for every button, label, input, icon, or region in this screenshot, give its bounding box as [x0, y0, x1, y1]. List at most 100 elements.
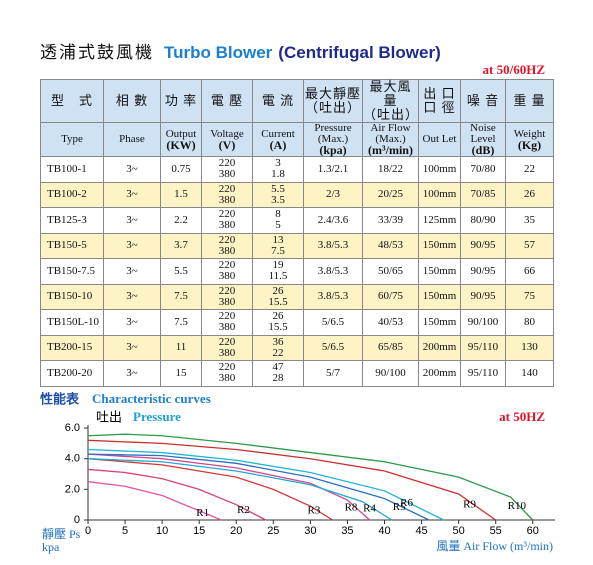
cell: 48/53: [362, 232, 419, 259]
cell: TB150L-10: [40, 309, 104, 336]
cell: 90/100: [460, 309, 506, 336]
cell: 57: [505, 232, 554, 259]
cell-line: 15.5: [268, 295, 288, 308]
chart-title-cn: 性能表: [40, 391, 80, 406]
y-tick-label: 2.0: [65, 483, 80, 495]
cell: 150mm: [418, 309, 461, 336]
cell-line: Air Flow (Max.): [370, 122, 411, 145]
cell: 220 380: [201, 360, 253, 387]
x-tick-label: 35: [341, 525, 353, 537]
cell: 50/65: [362, 258, 419, 285]
cell-line: 11.5: [268, 270, 288, 283]
cell: 5/6.5: [303, 309, 363, 336]
cell-line: (dB): [471, 143, 495, 157]
cell: 3~: [103, 232, 161, 259]
cell: 90/100: [362, 360, 419, 387]
cell: Output (KW): [160, 122, 202, 157]
frequency: at 50/60HZ: [482, 62, 545, 77]
cell-line: (m³/min): [368, 143, 413, 157]
cell: 47 28: [252, 360, 304, 387]
cell-line: 口 徑: [423, 100, 456, 115]
cell: 90/95: [460, 232, 506, 259]
cell: 最大靜壓 （吐出）: [303, 79, 363, 123]
curve: [87, 468, 267, 521]
cell-line: 5.5: [271, 182, 285, 195]
cell-line: 380: [218, 270, 236, 283]
cell: 150mm: [418, 258, 461, 285]
cell-line: (kpa): [319, 143, 347, 157]
cell: 重 量: [505, 79, 554, 123]
cell: TB200-20: [40, 360, 104, 387]
cell: 60/75: [362, 283, 419, 310]
cell: 3~: [103, 360, 161, 387]
cell: 3 1.8: [252, 156, 304, 183]
cell: 22: [505, 156, 554, 183]
cell: 2.4/3.6: [303, 207, 363, 234]
cell: Type: [40, 122, 104, 157]
cell: TB150-7.5: [40, 258, 104, 285]
cell: 150mm: [418, 283, 461, 310]
cell-line: 15.5: [268, 321, 288, 334]
cell: 90/95: [460, 283, 506, 310]
cell: 140: [505, 360, 554, 387]
cell: 70/80: [460, 156, 506, 183]
cell: 3~: [103, 207, 161, 234]
cell-line: Pressure (Max.): [314, 122, 352, 145]
x-tick-label: 55: [490, 525, 502, 537]
cell: 220 380: [201, 334, 253, 361]
cell: 75: [505, 283, 554, 310]
cell: 220 380: [201, 309, 253, 336]
data-row: TB150-10 3~ 7.5 220 380 26 15.5 3.8/5.3 60/75 150…: [40, 283, 554, 310]
x-tick-label: 20: [230, 525, 242, 537]
cell: 2.2: [160, 207, 202, 234]
x-tick-label: 5: [122, 525, 128, 537]
cell-line: 220: [218, 233, 236, 246]
cell: 5/6.5: [303, 334, 363, 361]
spec-table: 型 式相 數功 率電 壓電 流最大靜壓 （吐出） 最大風量 （吐出）出 口口 徑噪 音…: [40, 79, 554, 387]
cell: 3~: [103, 156, 161, 183]
cell: 19 11.5: [252, 258, 304, 285]
x-tick-label: 10: [156, 525, 168, 537]
cell-line: 22: [272, 346, 284, 359]
cell-line: 3.5: [271, 193, 285, 206]
curve: [87, 458, 393, 521]
cell: 電 流: [252, 79, 304, 123]
cell: 33/39: [362, 207, 419, 234]
cell: 1.3/2.1: [303, 156, 363, 183]
cell-line: Output: [165, 127, 197, 140]
cell-line: (Kg): [517, 137, 542, 152]
curve-label: R6: [400, 497, 413, 509]
cell: 220 380: [201, 207, 253, 234]
cell: 70/85: [460, 181, 506, 208]
cell: 26: [505, 181, 554, 208]
cell: 3~: [103, 309, 161, 336]
cell: 220 380: [201, 283, 253, 310]
curve: [87, 433, 534, 521]
cell: 66: [505, 258, 554, 285]
curve-label: R5: [393, 501, 406, 513]
curve-label: R8: [345, 502, 358, 514]
cell: 3~: [103, 334, 161, 361]
x-tick-label: 15: [193, 525, 205, 537]
y-label: Pressure: [133, 409, 181, 424]
cell: 35: [505, 207, 554, 234]
cell: 0.75: [160, 156, 202, 183]
cell: 5/7: [303, 360, 363, 387]
cell: 200mm: [418, 360, 461, 387]
cell: Current (A): [252, 122, 304, 157]
cell-line: 380: [218, 346, 236, 359]
cell-line: 220: [218, 361, 236, 374]
title-cn: 透浦式鼓風機: [40, 43, 154, 63]
data-row: TB200-15 3~ 11 220 380 36 22 5/6.5 65/85 200mm 95/…: [40, 334, 554, 361]
x-tick-label: 40: [378, 525, 390, 537]
cell-line: 最大靜壓: [304, 86, 361, 101]
x-tick-label: 25: [267, 525, 279, 537]
cell-line: 7.5: [271, 244, 285, 257]
cell: TB100-1: [40, 156, 104, 183]
cell: Phase: [103, 122, 161, 157]
cell: Pressure (Max.) (kpa): [303, 122, 363, 157]
y-label-cn: 吐出: [96, 409, 122, 424]
cell: 3~: [103, 181, 161, 208]
chart-title: Characteristic curves: [92, 391, 211, 406]
